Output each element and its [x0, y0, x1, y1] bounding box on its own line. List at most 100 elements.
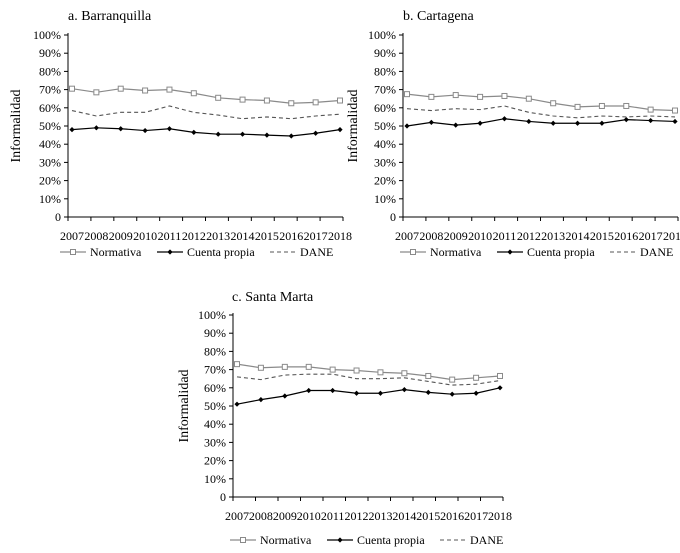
x-tick-label: 2016	[614, 229, 638, 243]
y-tick-label: 10%	[39, 192, 61, 206]
x-tick-label: 2011	[321, 509, 345, 523]
y-tick-label: 80%	[374, 64, 396, 78]
y-tick-label: 80%	[39, 64, 61, 78]
legend-marker-normativa	[70, 249, 76, 255]
series-line-dane	[236, 373, 501, 386]
data-point-cuenta-propia	[672, 118, 678, 125]
data-point-cuenta-propia	[377, 390, 384, 396]
x-tick-label: 2009	[109, 229, 133, 243]
data-point-normativa	[190, 90, 197, 97]
y-tick-label: 20%	[204, 454, 226, 468]
data-point-cuenta-propia	[473, 390, 479, 396]
data-point-cuenta-propia	[428, 119, 434, 125]
x-tick-label: 2014	[231, 229, 255, 243]
x-tick-label: 2007	[225, 509, 249, 523]
y-tick-label: 70%	[39, 83, 61, 97]
data-point-cuenta-propia	[234, 401, 240, 407]
x-tick-label: 2017	[304, 229, 328, 243]
data-point-cuenta-propia	[215, 131, 221, 137]
x-tick-label: 2010	[468, 229, 492, 243]
y-tick-label: 50%	[374, 119, 396, 133]
y-tick-label: 40%	[39, 137, 61, 151]
data-point-cuenta-propia	[648, 117, 654, 124]
x-tick-label: 2018	[488, 509, 512, 523]
data-point-normativa	[497, 372, 503, 379]
x-tick-label: 2008	[419, 229, 443, 243]
data-point-cuenta-propia	[550, 120, 556, 126]
data-point-cuenta-propia	[142, 127, 148, 134]
x-tick-label: 2017	[639, 229, 663, 243]
y-tick-label: 100%	[198, 308, 226, 322]
series-line-normativa	[236, 363, 501, 381]
y-axis-title: Informalidad	[9, 89, 24, 162]
y-tick-label: 40%	[204, 417, 226, 431]
legend: Normativa Cuenta propia DANE	[60, 245, 333, 259]
data-point-normativa	[452, 92, 459, 99]
y-tick-label: 70%	[374, 83, 396, 97]
legend-marker-cuenta-propia	[167, 249, 173, 255]
data-point-normativa	[672, 107, 678, 114]
y-tick-label: 100%	[368, 28, 396, 42]
legend-label-cuenta-propia: Cuenta propia	[527, 245, 595, 259]
x-tick-label: 2017	[464, 509, 488, 523]
legend-label-dane: DANE	[470, 533, 503, 547]
legend-marker-cuenta-propia	[337, 537, 343, 543]
data-point-cuenta-propia	[501, 116, 508, 122]
data-point-cuenta-propia	[69, 127, 75, 133]
legend: Normativa Cuenta propia DANE	[400, 245, 673, 259]
data-point-cuenta-propia	[93, 125, 99, 131]
data-point-normativa	[404, 91, 410, 98]
data-point-normativa	[353, 367, 360, 374]
data-point-cuenta-propia	[330, 387, 336, 394]
legend-marker-normativa	[410, 249, 416, 255]
y-tick-label: 80%	[204, 344, 226, 358]
data-point-normativa	[239, 96, 246, 103]
legend-marker-normativa	[240, 537, 246, 543]
y-tick-label: 30%	[374, 155, 396, 169]
data-point-cuenta-propia	[453, 122, 459, 128]
y-tick-label: 90%	[204, 326, 226, 340]
data-point-normativa	[142, 87, 149, 94]
data-point-cuenta-propia	[574, 120, 581, 126]
y-tick-label: 90%	[39, 46, 61, 60]
y-tick-label: 40%	[374, 137, 396, 151]
data-point-cuenta-propia	[166, 126, 173, 132]
x-tick-label: 2012	[517, 229, 541, 243]
data-point-cuenta-propia	[313, 130, 319, 136]
data-point-cuenta-propia	[477, 120, 483, 126]
series-line-cuenta-propia	[71, 127, 341, 137]
series-line-dane	[406, 105, 676, 119]
y-tick-label: 60%	[39, 101, 61, 115]
data-point-normativa	[525, 95, 532, 102]
legend-label-cuenta-propia: Cuenta propia	[357, 533, 425, 547]
data-point-normativa	[234, 361, 240, 368]
y-tick-label: 0	[390, 210, 396, 224]
y-tick-label: 10%	[374, 192, 396, 206]
data-point-cuenta-propia	[288, 133, 294, 139]
legend-marker-cuenta-propia	[507, 249, 513, 255]
data-point-normativa	[473, 374, 480, 381]
data-point-normativa	[329, 366, 336, 373]
panel-title: a. Barranquilla	[68, 9, 152, 24]
data-point-normativa	[69, 85, 75, 92]
x-tick-label: 2008	[84, 229, 108, 243]
legend-label-cuenta-propia: Cuenta propia	[187, 245, 255, 259]
data-point-cuenta-propia	[425, 389, 431, 395]
panel-title: b. Cartagena	[403, 9, 475, 24]
data-point-normativa	[428, 93, 435, 100]
chart-panel-1: b. Cartagena Informalidad 0 10% 20% 30% 40% 50%…	[346, 9, 680, 259]
data-point-cuenta-propia	[258, 397, 264, 403]
legend-label-dane: DANE	[300, 245, 333, 259]
legend-label-normativa: Normativa	[260, 533, 312, 547]
y-axis-title: Informalidad	[346, 89, 361, 162]
x-tick-label: 2013	[368, 509, 392, 523]
data-point-normativa	[281, 363, 288, 370]
chart-panel-0: a. Barranquilla Informalidad 0 10% 20% 30% 40%…	[9, 9, 352, 259]
x-tick-label: 2007	[395, 229, 419, 243]
series-line-cuenta-propia	[236, 387, 501, 405]
x-tick-label: 2011	[493, 229, 517, 243]
x-tick-label: 2015	[590, 229, 614, 243]
data-point-normativa	[263, 97, 270, 104]
y-tick-label: 70%	[204, 363, 226, 377]
